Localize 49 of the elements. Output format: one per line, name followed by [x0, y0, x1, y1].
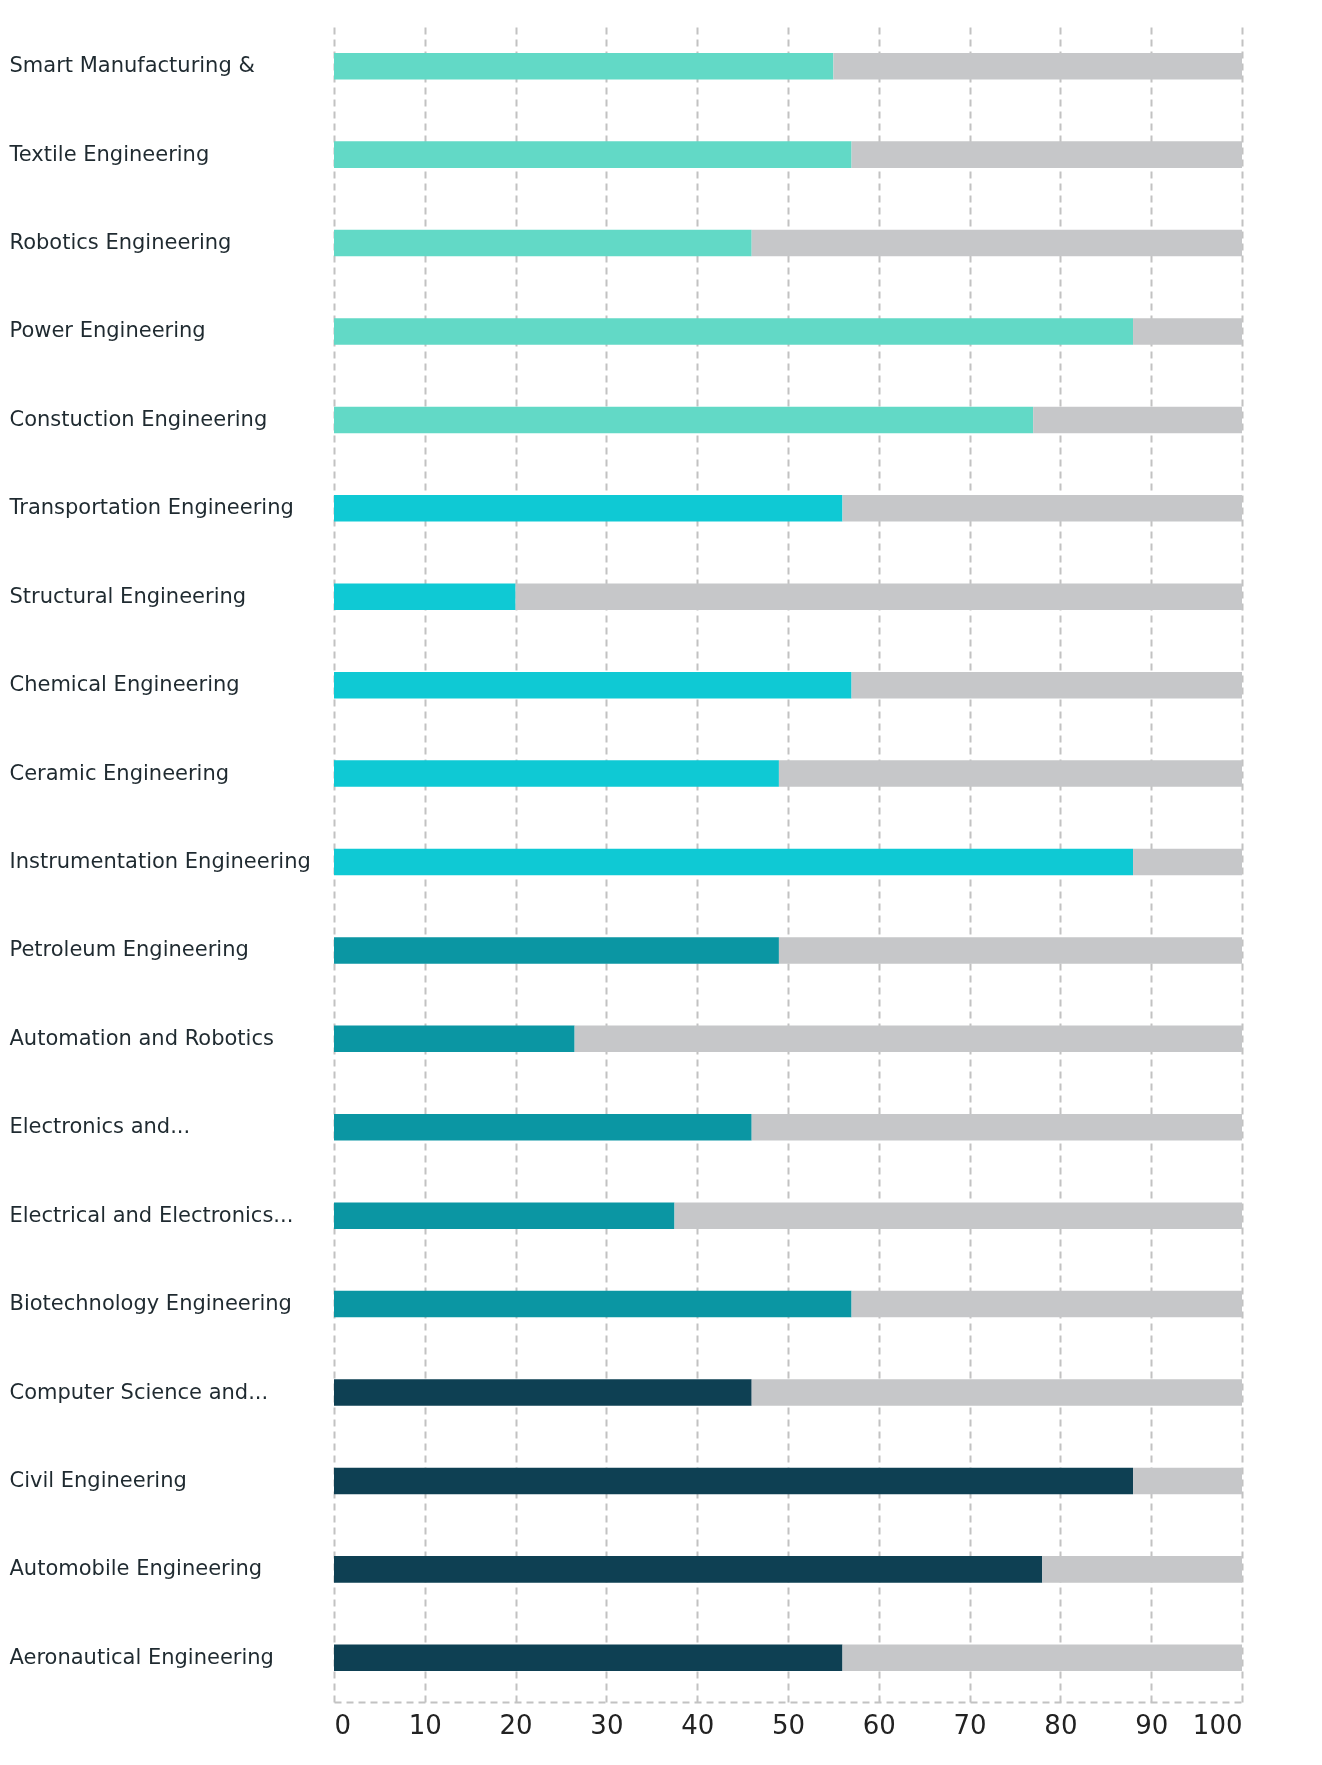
bar — [334, 318, 1134, 345]
y-tick-label: Smart Manufacturing & — [9, 53, 255, 78]
x-tick-label: 70 — [953, 1709, 987, 1740]
bar — [334, 1025, 575, 1053]
x-tick-label: 10 — [408, 1709, 442, 1740]
y-tick-label: Ceramic Engineering — [9, 760, 230, 785]
y-tick-label: Transportation Engineering — [8, 495, 294, 520]
bar — [334, 583, 516, 610]
y-tick-label: Textile Engineering — [8, 141, 210, 166]
x-tick-label: 90 — [1135, 1709, 1169, 1740]
bar — [334, 937, 779, 964]
bar — [334, 495, 843, 522]
y-tick-label: Civil Engineering — [9, 1467, 187, 1492]
y-tick-label: Automobile Engineering — [9, 1556, 263, 1581]
bar — [334, 1114, 752, 1141]
y-tick-label: Biotechnology Engineering — [9, 1291, 292, 1316]
bar — [334, 760, 779, 787]
bar — [334, 1202, 675, 1229]
bar — [334, 406, 1034, 434]
bar — [334, 671, 852, 699]
y-tick-label: Instrumentation Engineering — [9, 849, 311, 873]
y-tick-label: Chemical Engineering — [9, 672, 240, 697]
bar — [334, 1379, 752, 1406]
y-tick-label: Petroleum Engineering — [9, 937, 249, 962]
y-tick-label: Electronics and... — [9, 1114, 191, 1139]
x-tick-label: 30 — [590, 1709, 624, 1740]
bar — [334, 52, 834, 80]
y-tick-label: Automation and Robotics — [9, 1025, 274, 1050]
y-tick-label: Structural Engineering — [9, 583, 247, 608]
y-tick-label: Power Engineering — [9, 318, 206, 343]
bar — [334, 141, 852, 168]
y-tick-label: Aeronautical Engineering — [9, 1644, 274, 1669]
x-tick-label: 50 — [771, 1709, 806, 1740]
y-tick-label: Electrical and Electronics... — [9, 1202, 294, 1227]
bar — [334, 229, 752, 257]
x-tick-label: 100 — [1192, 1709, 1243, 1740]
x-tick-label: 20 — [499, 1709, 533, 1740]
x-tick-label: 60 — [862, 1709, 896, 1740]
bar — [334, 1467, 1134, 1495]
bar — [334, 848, 1134, 876]
bar — [334, 1556, 1043, 1583]
x-tick-label: 0 — [334, 1709, 352, 1740]
y-tick-label: Robotics Engineering — [9, 230, 232, 255]
y-tick-label: Constuction Engineering — [9, 406, 268, 431]
y-tick-label: Computer Science and... — [9, 1379, 269, 1404]
x-tick-label: 80 — [1044, 1709, 1078, 1740]
bar — [334, 1290, 852, 1318]
x-tick-label: 40 — [681, 1709, 715, 1740]
bar — [334, 1644, 843, 1672]
